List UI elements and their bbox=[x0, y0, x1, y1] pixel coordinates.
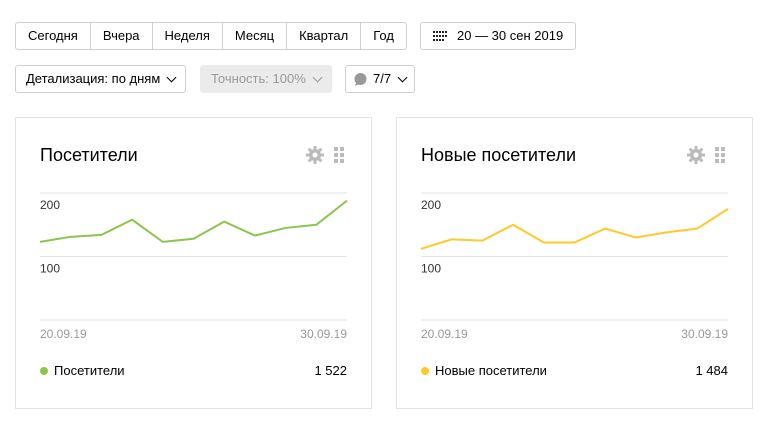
new-visitors-card: Новые посетители 200 100 20.09.19 30.09.1… bbox=[396, 117, 753, 409]
detail-dropdown[interactable]: Детализация: по дням bbox=[15, 65, 187, 93]
period-today[interactable]: Сегодня bbox=[16, 23, 91, 49]
visitors-card: Посетители 200 100 20.09.19 30.09.19 Посе… bbox=[15, 117, 372, 409]
date-range-label: 20 — 30 сен 2019 bbox=[457, 28, 564, 43]
x-tick-start: 20.09.19 bbox=[421, 327, 468, 341]
accuracy-label: Точность: 100% bbox=[211, 71, 306, 86]
legend-dot bbox=[421, 366, 429, 375]
drag-handle-icon[interactable] bbox=[715, 147, 725, 163]
chevron-down-icon bbox=[312, 72, 323, 82]
period-yesterday[interactable]: Вчера bbox=[91, 23, 153, 49]
card-title: Новые посетители bbox=[421, 145, 577, 165]
legend-item[interactable]: Посетители bbox=[40, 363, 125, 378]
gear-icon[interactable] bbox=[306, 146, 324, 164]
gear-icon[interactable] bbox=[687, 146, 705, 164]
date-range-button[interactable]: 20 — 30 сен 2019 bbox=[420, 22, 577, 50]
calendar-icon bbox=[433, 31, 447, 41]
x-tick-end: 30.09.19 bbox=[681, 327, 728, 341]
chart: 200 100 bbox=[420, 192, 729, 321]
segments-dropdown[interactable]: 7/7 bbox=[345, 65, 416, 93]
detail-label: Детализация: по дням bbox=[26, 71, 161, 86]
y-tick-label: 100 bbox=[40, 262, 60, 276]
period-week[interactable]: Неделя bbox=[153, 23, 223, 49]
legend-label: Новые посетители bbox=[435, 363, 547, 378]
y-tick-label: 100 bbox=[421, 262, 441, 276]
segments-label: 7/7 bbox=[373, 71, 392, 86]
legend-label: Посетители bbox=[54, 363, 125, 378]
accuracy-dropdown[interactable]: Точность: 100% bbox=[200, 65, 332, 93]
series-line bbox=[39, 199, 348, 243]
series-line bbox=[420, 208, 729, 250]
drag-handle-icon[interactable] bbox=[334, 147, 344, 163]
legend-dot bbox=[40, 366, 48, 375]
x-tick-start: 20.09.19 bbox=[40, 327, 87, 341]
total-value: 1 484 bbox=[695, 363, 728, 378]
x-tick-end: 30.09.19 bbox=[300, 327, 347, 341]
chevron-down-icon bbox=[166, 72, 177, 82]
y-tick-label: 200 bbox=[40, 198, 60, 212]
chevron-down-icon bbox=[397, 72, 408, 82]
legend-item[interactable]: Новые посетители bbox=[421, 363, 547, 378]
period-quarter[interactable]: Квартал bbox=[287, 23, 362, 49]
period-year[interactable]: Год bbox=[373, 28, 394, 43]
chart: 200 100 bbox=[39, 192, 348, 321]
total-value: 1 522 bbox=[314, 363, 347, 378]
period-selector: Сегодня Вчера Неделя Месяц Квартал Год bbox=[15, 22, 407, 50]
comment-icon bbox=[354, 72, 367, 86]
card-title: Посетители bbox=[40, 145, 138, 165]
period-month[interactable]: Месяц bbox=[223, 23, 288, 49]
y-tick-label: 200 bbox=[421, 198, 441, 212]
